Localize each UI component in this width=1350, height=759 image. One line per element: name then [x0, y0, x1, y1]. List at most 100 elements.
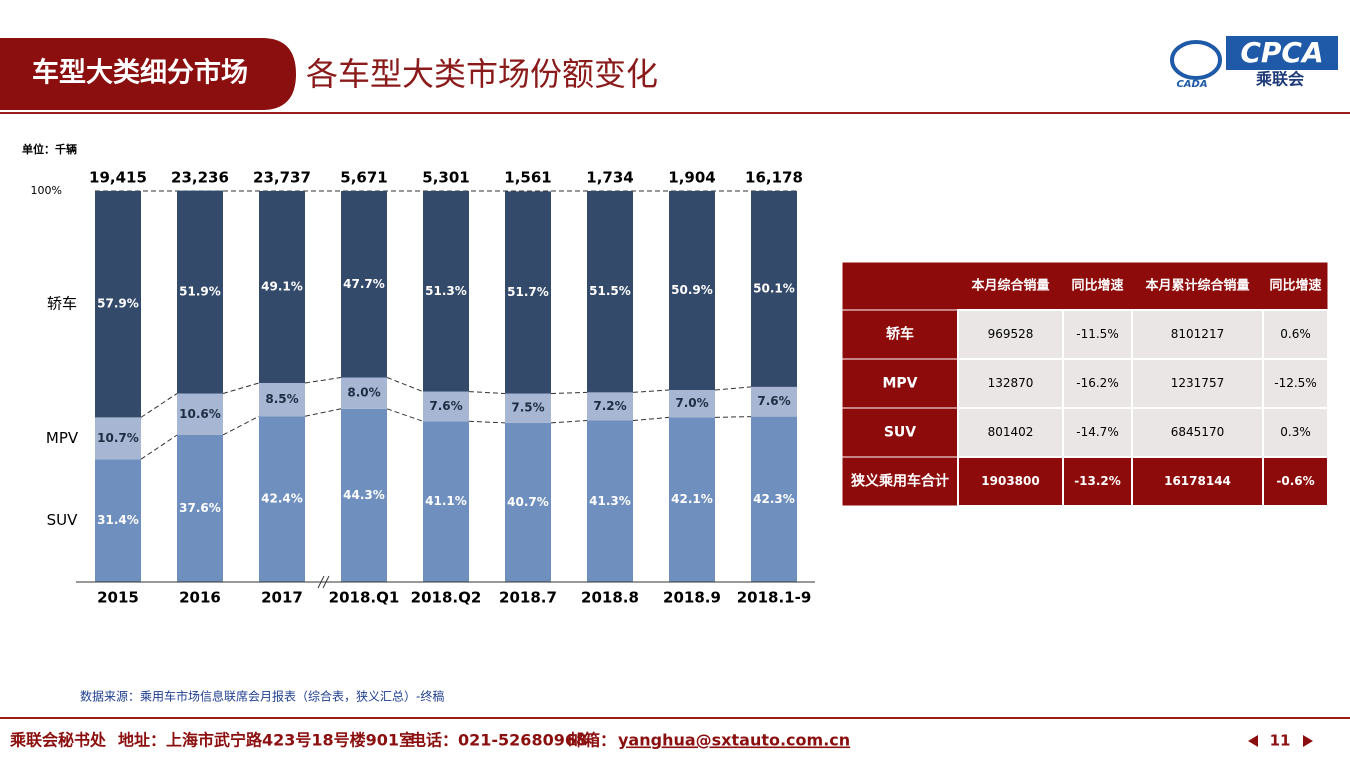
table-row-label-bg [841, 309, 959, 360]
connector [140, 393, 178, 418]
data-label: 10.6% [179, 407, 221, 421]
table-cell: 801402 [988, 425, 1034, 439]
connector [468, 391, 506, 395]
table-cell-bg [1262, 309, 1329, 360]
bar-segment [505, 422, 551, 582]
unit-label: 单位：千辆 [22, 142, 77, 156]
data-label: 7.6% [429, 399, 462, 413]
data-label: 42.4% [261, 492, 303, 506]
bar-segment [259, 382, 305, 417]
table-cell: -13.2% [1074, 474, 1121, 488]
table-cell-bg [1262, 358, 1329, 409]
bar-segment [341, 408, 387, 582]
page-number: 11 [1270, 732, 1291, 750]
logo-sub: 乘联会 [1255, 70, 1304, 89]
data-label: 51.7% [507, 285, 549, 299]
bar-segment [587, 191, 633, 393]
connector [632, 389, 670, 393]
connector [632, 416, 670, 422]
data-label: 10.7% [97, 431, 139, 445]
x-tick-label: 2016 [179, 589, 221, 607]
x-tick-label: 2017 [261, 589, 303, 607]
bar-segment [341, 191, 387, 378]
x-tick-label: 2015 [97, 589, 139, 607]
table-row-label-bg [841, 456, 959, 507]
connector [386, 377, 424, 393]
series-label: 轿车 [47, 295, 77, 313]
table-column-header: 同比增速 [1269, 278, 1321, 294]
connector [304, 377, 342, 384]
total-label: 5,301 [422, 169, 469, 187]
data-label: 50.9% [671, 283, 713, 297]
table-cell: 0.6% [1280, 327, 1311, 341]
table-cell-bg [1262, 456, 1329, 507]
data-label: 51.9% [179, 285, 221, 299]
table-cell: 0.3% [1280, 425, 1311, 439]
logo-mark [1170, 40, 1222, 80]
total-label: 1,561 [504, 169, 551, 187]
x-tick-label: 2018.1-9 [737, 589, 812, 607]
total-label: 23,236 [171, 169, 229, 187]
data-label: 31.4% [97, 513, 139, 527]
bar-segment [505, 393, 551, 423]
connector [222, 415, 260, 436]
table-cell: -12.5% [1274, 376, 1316, 390]
bar-segment [751, 191, 797, 387]
bar-segment [177, 393, 223, 435]
bar-segment [751, 386, 797, 417]
data-label: 44.3% [343, 488, 385, 502]
table-row-label: 狭义乘用车合计 [850, 473, 949, 490]
table-row-label-bg [841, 407, 959, 458]
x-tick-label: 2018.9 [663, 589, 721, 607]
connector [714, 416, 752, 418]
table-row-label: MPV [882, 376, 917, 392]
data-label: 8.0% [347, 386, 380, 400]
footer-email[interactable]: yanghua@sxtauto.com.cn [618, 731, 850, 750]
bar-segment [95, 459, 141, 582]
bar-segment [751, 416, 797, 582]
bar-segment [587, 392, 633, 421]
data-label: 40.7% [507, 495, 549, 509]
data-label: 41.3% [589, 494, 631, 508]
bar-segment [423, 191, 469, 392]
connector [222, 382, 260, 395]
series-label: MPV [46, 429, 79, 447]
table-cell: 8101217 [1171, 327, 1224, 341]
x-tick-label: 2018.8 [581, 589, 639, 607]
table-cell-bg [1131, 309, 1264, 360]
table-column-header: 同比增速 [1071, 278, 1123, 294]
logo-text: CPCA [1240, 36, 1323, 69]
table-cell: 6845170 [1171, 425, 1224, 439]
x-tick-label: 2018.7 [499, 589, 557, 607]
table-column-header: 本月累计综合销量 [1145, 278, 1249, 294]
logo-box [1226, 36, 1338, 70]
total-label: 1,734 [586, 169, 633, 187]
data-label: 7.2% [593, 399, 626, 413]
total-label: 23,737 [253, 169, 311, 187]
footer-email-label: 邮箱： [568, 731, 616, 750]
table-cell-bg [1262, 407, 1329, 458]
axis-break [317, 575, 325, 589]
connector [140, 434, 178, 460]
slide-title: 各车型大类市场份额变化 [306, 55, 658, 93]
table-cell-bg [1131, 407, 1264, 458]
table-cell: 16178144 [1164, 474, 1231, 488]
data-label: 41.1% [425, 494, 467, 508]
bar-segment [669, 417, 715, 582]
bar-segment [259, 416, 305, 582]
bar-segment [669, 390, 715, 418]
data-label: 42.1% [671, 492, 713, 506]
bar-segment [669, 191, 715, 391]
data-label: 8.5% [265, 392, 298, 406]
next-page[interactable] [1303, 735, 1313, 747]
table-cell: 1231757 [1171, 376, 1224, 390]
prev-page[interactable] [1248, 735, 1258, 747]
data-label: 50.1% [753, 281, 795, 295]
bar-segment [177, 190, 223, 394]
data-label: 7.6% [757, 394, 790, 408]
total-label: 5,671 [340, 169, 387, 187]
data-label: 7.0% [675, 396, 708, 410]
data-label: 57.9% [97, 297, 139, 311]
